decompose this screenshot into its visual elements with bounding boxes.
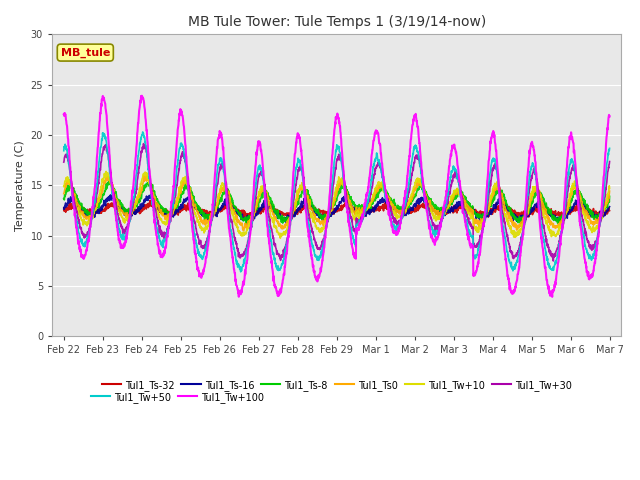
Legend: Tul1_Tw+50, Tul1_Tw+100: Tul1_Tw+50, Tul1_Tw+100 xyxy=(86,388,268,407)
Y-axis label: Temperature (C): Temperature (C) xyxy=(15,140,25,230)
Text: MB_tule: MB_tule xyxy=(61,48,110,58)
Title: MB Tule Tower: Tule Temps 1 (3/19/14-now): MB Tule Tower: Tule Temps 1 (3/19/14-now… xyxy=(188,15,486,29)
